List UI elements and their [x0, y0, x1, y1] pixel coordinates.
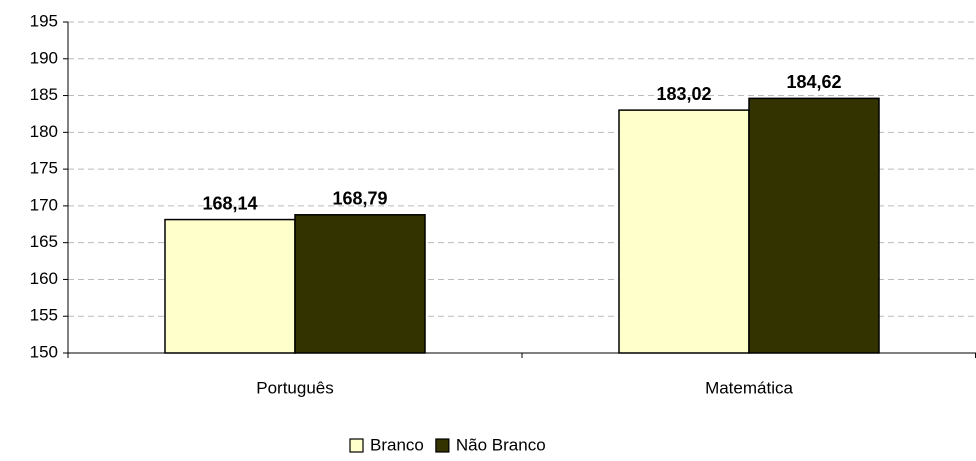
y-tick-label: 165 [30, 232, 58, 251]
value-label: 183,02 [656, 84, 711, 104]
legend-label: Não Branco [456, 435, 546, 454]
y-tick-label: 190 [30, 48, 58, 67]
y-tick-label: 150 [30, 342, 58, 361]
y-tick-label: 195 [30, 11, 58, 30]
bar [618, 109, 750, 354]
y-tick-label: 160 [30, 269, 58, 288]
y-tick-label: 155 [30, 306, 58, 325]
y-tick-label: 170 [30, 195, 58, 214]
legend-swatch [435, 438, 450, 453]
legend-label: Branco [370, 435, 424, 454]
y-tick-label: 180 [30, 122, 58, 141]
legend-swatch [349, 438, 364, 453]
bar [164, 218, 296, 354]
x-tick-label: Matemática [705, 378, 793, 397]
value-label: 168,79 [332, 189, 387, 209]
bar [748, 97, 880, 354]
y-tick-label: 175 [30, 159, 58, 178]
value-label: 184,62 [786, 72, 841, 92]
bar [294, 214, 426, 354]
x-tick-label: Português [256, 378, 334, 397]
y-tick-label: 185 [30, 85, 58, 104]
value-label: 168,14 [202, 193, 257, 213]
